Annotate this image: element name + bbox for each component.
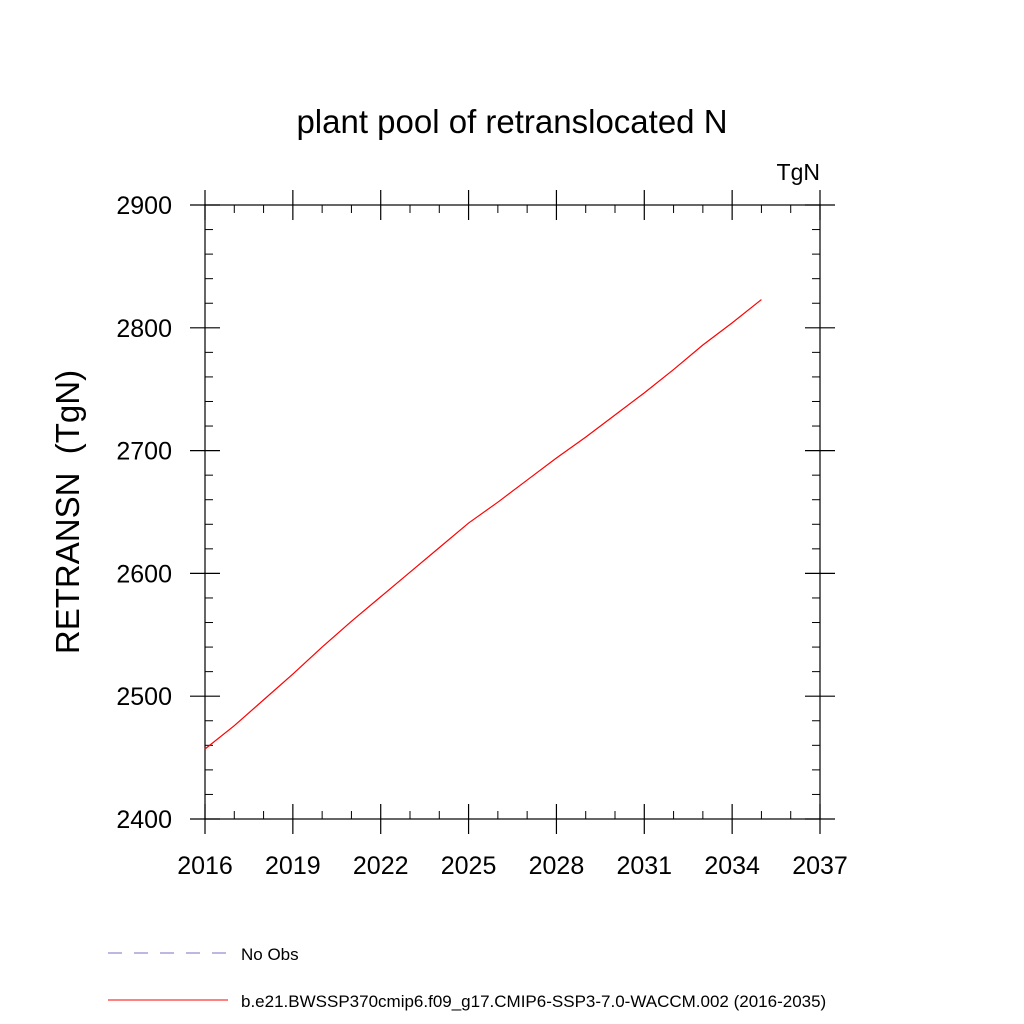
- data-point: [379, 595, 382, 598]
- legend-label: No Obs: [241, 945, 299, 964]
- data-point: [204, 748, 207, 751]
- x-tick-label: 2031: [616, 852, 672, 880]
- y-tick-label: 2900: [116, 192, 172, 220]
- x-tick-label: 2022: [353, 852, 409, 880]
- series-layer: [204, 298, 763, 751]
- data-point: [467, 522, 470, 525]
- data-point: [731, 321, 734, 324]
- data-point: [526, 479, 529, 482]
- y-tick-label: 2400: [116, 806, 172, 834]
- data-point: [321, 646, 324, 649]
- y-tick-label: 2600: [116, 560, 172, 588]
- data-point: [701, 343, 704, 346]
- x-tick-label: 2025: [441, 852, 497, 880]
- legend: No Obs b.e21.BWSSP370cmip6.f09_g17.CMIP6-…: [108, 945, 826, 1011]
- y-tick-label: 2800: [116, 315, 172, 343]
- data-point: [291, 673, 294, 676]
- data-point: [262, 698, 265, 701]
- x-tick-label: 2037: [792, 852, 848, 880]
- x-tick-label: 2034: [704, 852, 760, 880]
- y-tick-label: 2700: [116, 438, 172, 466]
- y-tick-label: 2500: [116, 683, 172, 711]
- data-point: [672, 368, 675, 371]
- plot-frame: [204, 204, 821, 820]
- legend-label: b.e21.BWSSP370cmip6.f09_g17.CMIP6-SSP3-7…: [241, 992, 826, 1011]
- x-tick-label: 2028: [529, 852, 585, 880]
- data-point: [643, 391, 646, 394]
- y-axis-label: RETRANSN (TgN): [49, 370, 86, 654]
- x-tick-label: 2019: [265, 852, 321, 880]
- data-point: [409, 571, 412, 574]
- chart-title: plant pool of retranslocated N: [296, 103, 727, 140]
- axis-ticks: 2016 2019 2022 2025 2028 2031 2034 2037 2400 2500…: [116, 190, 848, 880]
- data-point: [584, 436, 587, 439]
- data-point: [350, 620, 353, 623]
- x-tick-label: 2016: [177, 852, 233, 880]
- data-point: [555, 456, 558, 459]
- data-point: [760, 298, 763, 301]
- units-label: TgN: [777, 159, 820, 185]
- data-point: [233, 724, 236, 727]
- data-point: [438, 546, 441, 549]
- data-point: [614, 413, 617, 416]
- series-line-0: [204, 299, 762, 750]
- data-point: [496, 501, 499, 504]
